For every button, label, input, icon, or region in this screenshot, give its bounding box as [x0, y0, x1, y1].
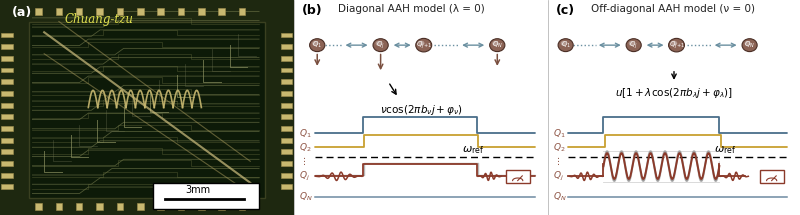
Text: $Q_1$: $Q_1$ — [553, 127, 566, 140]
Bar — [281, 138, 292, 143]
Bar — [2, 138, 13, 143]
Bar — [96, 203, 103, 210]
Text: $Q_N$: $Q_N$ — [553, 190, 566, 203]
Bar — [281, 56, 292, 61]
Text: (a): (a) — [12, 6, 32, 19]
Text: 3mm: 3mm — [186, 185, 210, 195]
Bar — [56, 203, 62, 210]
Bar — [2, 56, 13, 61]
Bar — [35, 203, 42, 210]
Bar — [2, 33, 13, 37]
Bar — [2, 149, 13, 154]
Circle shape — [629, 41, 634, 46]
Bar — [76, 8, 82, 15]
Bar — [56, 8, 62, 15]
Text: $Q_j$: $Q_j$ — [376, 39, 385, 51]
Circle shape — [416, 38, 432, 52]
Bar — [117, 8, 123, 15]
Bar — [158, 8, 164, 15]
Bar — [2, 79, 13, 84]
Bar — [2, 103, 13, 108]
Circle shape — [373, 39, 388, 52]
Bar — [2, 68, 13, 72]
Bar — [158, 203, 164, 210]
Text: $Q_j$: $Q_j$ — [630, 39, 638, 51]
Circle shape — [312, 41, 318, 46]
Bar — [96, 8, 103, 15]
Bar — [2, 161, 13, 166]
Circle shape — [561, 41, 566, 46]
Bar — [281, 173, 292, 178]
Bar — [281, 149, 292, 154]
Bar — [2, 91, 13, 96]
Text: $Q_N$: $Q_N$ — [744, 40, 755, 50]
Bar — [281, 45, 292, 49]
Bar — [2, 173, 13, 178]
Bar — [137, 8, 143, 15]
Text: $Q_j$: $Q_j$ — [299, 170, 310, 183]
Bar — [218, 203, 225, 210]
Circle shape — [310, 39, 325, 52]
Text: $Q_2$: $Q_2$ — [553, 141, 566, 154]
Text: $Q_N$: $Q_N$ — [299, 190, 313, 203]
Bar — [30, 22, 265, 198]
Text: Diagonal AAH model (λ = 0): Diagonal AAH model (λ = 0) — [338, 4, 484, 14]
Bar — [281, 126, 292, 131]
Bar — [281, 79, 292, 84]
Bar — [198, 8, 205, 15]
Text: $\nu\cos(2\pi b_\nu j + \varphi_\nu)$: $\nu\cos(2\pi b_\nu j + \varphi_\nu)$ — [380, 103, 462, 117]
Text: (c): (c) — [555, 4, 574, 17]
Bar — [2, 184, 13, 189]
Text: $\vdots$: $\vdots$ — [299, 155, 306, 167]
Circle shape — [492, 41, 498, 46]
Bar — [281, 91, 292, 96]
Bar — [117, 203, 123, 210]
Bar — [281, 33, 292, 37]
Circle shape — [669, 38, 685, 52]
Bar — [76, 203, 82, 210]
Bar — [281, 161, 292, 166]
Bar — [281, 114, 292, 119]
Text: $Q_1$: $Q_1$ — [561, 40, 570, 50]
Text: $Q_{j\!+\!1}$: $Q_{j\!+\!1}$ — [416, 39, 432, 51]
Bar — [281, 68, 292, 72]
Bar — [35, 8, 42, 15]
Bar — [238, 203, 246, 210]
Text: $Q_1$: $Q_1$ — [312, 40, 322, 50]
Circle shape — [742, 39, 757, 52]
Text: $\omega_\mathrm{ref}$: $\omega_\mathrm{ref}$ — [462, 144, 484, 156]
Text: Off-diagonal AAH model (ν = 0): Off-diagonal AAH model (ν = 0) — [591, 4, 755, 14]
Circle shape — [376, 41, 382, 46]
Bar — [218, 8, 225, 15]
Text: $Q_1$: $Q_1$ — [299, 127, 312, 140]
Circle shape — [418, 41, 425, 46]
Bar — [137, 203, 143, 210]
Circle shape — [490, 39, 505, 52]
FancyBboxPatch shape — [153, 183, 259, 209]
Text: $Q_{j\!+\!1}$: $Q_{j\!+\!1}$ — [669, 39, 685, 51]
Text: $Q_j$: $Q_j$ — [553, 170, 564, 183]
Text: $\omega_\mathrm{ref}$: $\omega_\mathrm{ref}$ — [714, 144, 737, 156]
Bar — [506, 170, 530, 183]
Bar — [760, 170, 784, 183]
Circle shape — [558, 39, 573, 52]
Bar — [2, 126, 13, 131]
Bar — [238, 8, 246, 15]
Bar — [2, 114, 13, 119]
Text: Chuang-tzu: Chuang-tzu — [65, 13, 134, 26]
Bar — [178, 203, 184, 210]
Circle shape — [745, 41, 750, 46]
Text: $Q_N$: $Q_N$ — [492, 40, 502, 50]
Text: $u[1 + \lambda\cos(2\pi b_\lambda j + \varphi_\lambda)]$: $u[1 + \lambda\cos(2\pi b_\lambda j + \v… — [615, 86, 733, 100]
Bar — [281, 103, 292, 108]
Text: (b): (b) — [302, 4, 322, 17]
Text: $\vdots$: $\vdots$ — [553, 155, 560, 167]
Text: $Q_2$: $Q_2$ — [299, 141, 312, 154]
Bar — [198, 203, 205, 210]
Bar — [281, 184, 292, 189]
Circle shape — [626, 39, 642, 52]
Bar — [178, 8, 184, 15]
Circle shape — [671, 41, 678, 46]
Bar — [2, 45, 13, 49]
